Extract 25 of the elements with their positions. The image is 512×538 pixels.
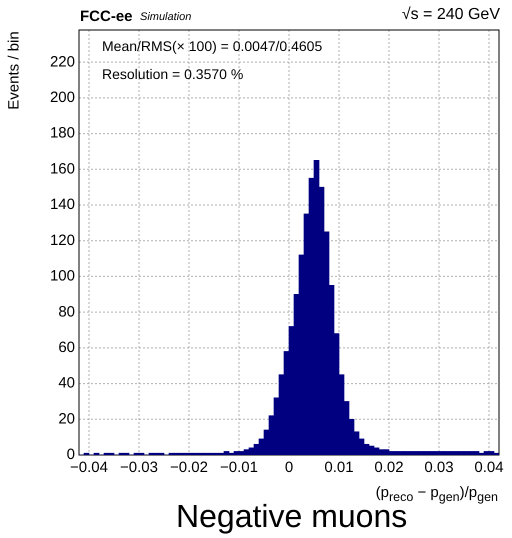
y-axis-title: Events / bin: [6, 30, 23, 110]
x-tick-label: 0.04: [474, 459, 504, 476]
y-tick-label: 200: [50, 89, 75, 106]
chart-title: FCC-ee: [80, 8, 133, 25]
y-tick-label: 20: [58, 410, 75, 428]
y-tick-label: 60: [58, 339, 75, 356]
annotation: Resolution = 0.3570 %: [102, 66, 244, 82]
y-tick-label: 80: [58, 303, 75, 320]
x-tick-label: 0.02: [374, 459, 404, 476]
y-tick-label: 180: [50, 124, 75, 142]
y-tick-label: 220: [50, 53, 75, 70]
x-tick-label: 0.01: [324, 459, 354, 476]
x-tick-label: −0.01: [220, 459, 258, 476]
x-tick-label: −0.02: [170, 459, 208, 476]
x-tick-label: 0: [284, 459, 294, 476]
y-tick-label: 140: [50, 196, 75, 214]
x-tick-label: 0.03: [424, 459, 454, 476]
annotation: Mean/RMS(× 100) = 0.0047/0.4605: [102, 38, 322, 54]
y-tick-label: 160: [50, 160, 75, 178]
text: √s = 240 GeV: [402, 6, 500, 24]
y-tick-label: 40: [58, 374, 75, 392]
x-tick-label: −0.03: [120, 459, 158, 476]
chart-subtitle: Simulation: [140, 11, 192, 23]
y-tick-label: 100: [50, 268, 75, 285]
y-tick-label: 120: [50, 232, 75, 249]
